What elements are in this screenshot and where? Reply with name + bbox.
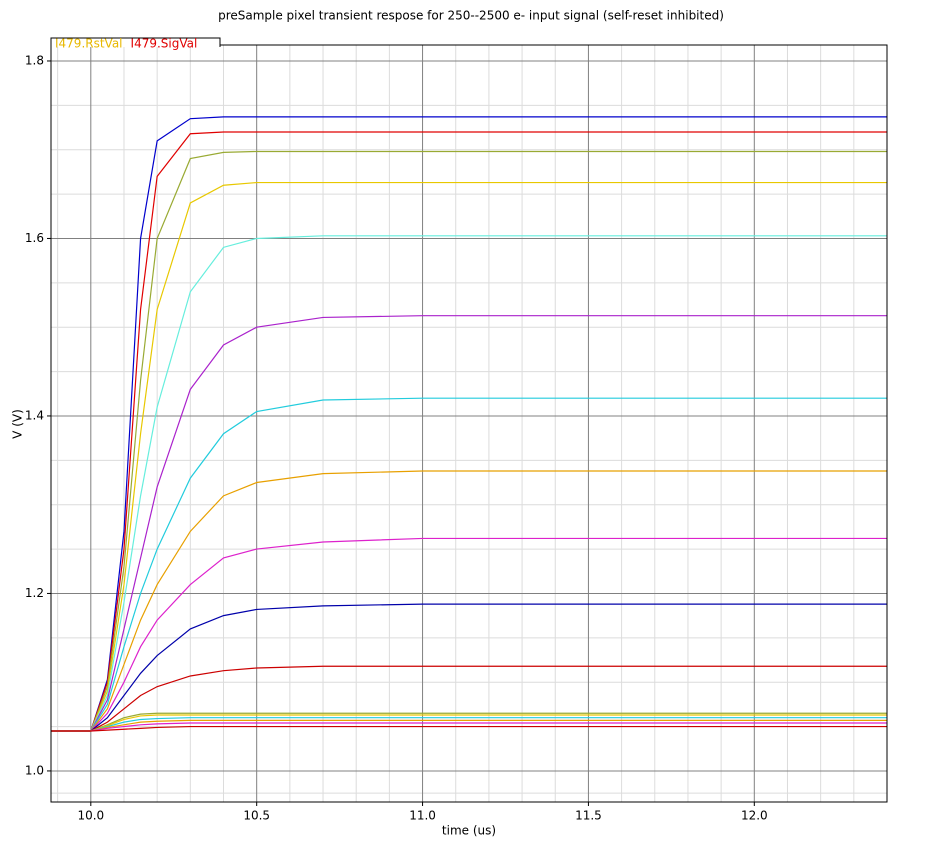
plot-frame	[50, 44, 888, 803]
legend-entry: I479.RstVal	[55, 37, 123, 51]
series-line	[51, 712, 887, 732]
y-tick-label: 1.2	[25, 586, 44, 600]
x-tick-label: 12.0	[741, 809, 768, 823]
series-line	[51, 150, 887, 732]
series-line	[51, 714, 887, 732]
series-line	[51, 397, 887, 732]
series-line	[51, 719, 887, 732]
series-lines	[51, 116, 887, 732]
series-line	[51, 235, 887, 732]
legend: I479.RstVal I479.SigVal	[50, 37, 221, 51]
y-tick-label: 1.8	[25, 53, 44, 67]
series-line	[51, 470, 887, 732]
series-line	[51, 315, 887, 732]
y-tick-label: 1.4	[25, 408, 44, 422]
series-line	[51, 717, 887, 732]
legend-entry: I479.SigVal	[131, 37, 198, 51]
y-tick-label: 1.6	[25, 231, 44, 245]
x-tick-label: 11.5	[575, 809, 602, 823]
series-line	[51, 665, 887, 732]
x-tick-label: 10.0	[77, 809, 104, 823]
x-tick-label: 10.5	[243, 809, 270, 823]
series-line	[51, 603, 887, 732]
y-axis-label: V (V)	[11, 409, 25, 439]
x-tick-label: 11.0	[409, 809, 436, 823]
series-line	[51, 181, 887, 732]
series-line	[51, 725, 887, 732]
series-line	[51, 131, 887, 732]
chart-title: preSample pixel transient respose for 25…	[218, 9, 724, 23]
series-line	[51, 116, 887, 732]
series-line	[51, 537, 887, 732]
series-line	[51, 722, 887, 732]
x-axis-label: time (us)	[442, 824, 496, 838]
y-tick-label: 1.0	[25, 763, 44, 777]
legend-tab	[50, 37, 221, 47]
